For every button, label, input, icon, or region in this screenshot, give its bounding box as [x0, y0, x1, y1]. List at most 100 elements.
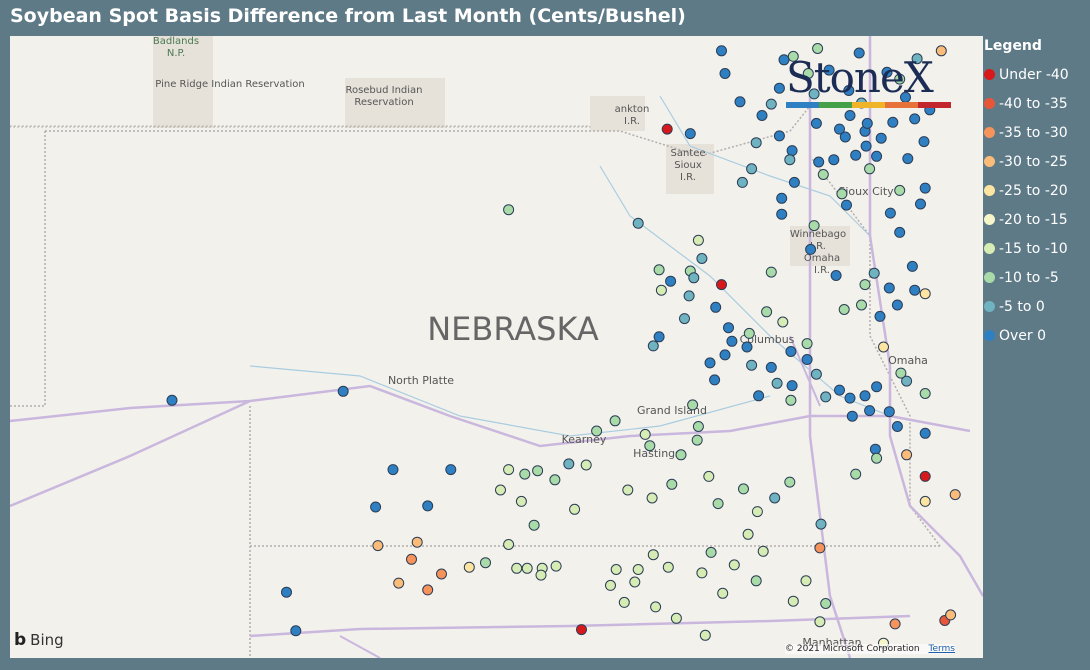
basis-point-marker[interactable] — [742, 528, 754, 540]
basis-point-marker[interactable] — [823, 64, 835, 76]
basis-point-marker[interactable] — [813, 156, 825, 168]
basis-point-marker[interactable] — [580, 459, 592, 471]
basis-point-marker[interactable] — [692, 234, 704, 246]
basis-point-marker[interactable] — [691, 434, 703, 446]
basis-point-marker[interactable] — [406, 553, 417, 565]
basis-point-marker[interactable] — [370, 501, 382, 513]
basis-point-marker[interactable] — [699, 629, 711, 641]
basis-point-marker[interactable] — [836, 188, 848, 200]
basis-point-marker[interactable] — [629, 576, 641, 588]
basis-point-marker[interactable] — [838, 304, 850, 315]
basis-point-marker[interactable] — [675, 449, 687, 461]
basis-point-marker[interactable] — [869, 443, 881, 455]
basis-point-marker[interactable] — [894, 73, 906, 85]
basis-point-marker[interactable] — [709, 374, 721, 386]
basis-point-marker[interactable] — [528, 519, 540, 531]
basis-point-marker[interactable] — [784, 154, 796, 166]
basis-point-marker[interactable] — [901, 375, 913, 387]
basis-point-marker[interactable] — [868, 267, 880, 279]
basis-point-marker[interactable] — [387, 464, 399, 476]
basis-point-marker[interactable] — [723, 322, 734, 334]
basis-point-marker[interactable] — [687, 399, 699, 411]
basis-point-marker[interactable] — [743, 327, 755, 339]
basis-point-marker[interactable] — [911, 53, 923, 65]
basis-point-marker[interactable] — [632, 217, 644, 229]
basis-point-marker[interactable] — [918, 136, 930, 148]
basis-point-marker[interactable] — [605, 579, 616, 591]
basis-point-marker[interactable] — [864, 405, 876, 417]
basis-point-marker[interactable] — [661, 123, 673, 135]
basis-point-marker[interactable] — [919, 427, 931, 439]
legend-item[interactable]: -5 to 0 — [984, 292, 1090, 321]
map[interactable]: Badlands N.P. Pine Ridge Indian Reservati… — [10, 36, 983, 658]
basis-point-marker[interactable] — [719, 68, 731, 79]
basis-point-marker[interactable] — [696, 567, 708, 579]
basis-point-marker[interactable] — [881, 66, 893, 78]
basis-point-marker[interactable] — [871, 452, 883, 464]
basis-point-marker[interactable] — [777, 316, 789, 328]
basis-point-marker[interactable] — [841, 199, 852, 211]
basis-point-marker[interactable] — [705, 546, 717, 558]
basis-point-marker[interactable] — [787, 595, 799, 607]
basis-point-marker[interactable] — [861, 117, 873, 129]
map-canvas[interactable]: Badlands N.P. Pine Ridge Indian Reservati… — [10, 36, 983, 658]
basis-point-marker[interactable] — [281, 586, 292, 598]
basis-point-marker[interactable] — [895, 367, 907, 379]
basis-point-marker[interactable] — [726, 335, 738, 347]
basis-point-marker[interactable] — [850, 468, 862, 480]
basis-point-marker[interactable] — [411, 536, 423, 548]
basis-point-marker[interactable] — [463, 561, 475, 573]
basis-point-marker[interactable] — [919, 470, 931, 482]
basis-point-marker[interactable] — [810, 117, 822, 129]
basis-point-marker[interactable] — [670, 612, 682, 624]
basis-point-marker[interactable] — [864, 163, 876, 175]
basis-point-marker[interactable] — [738, 483, 749, 495]
basis-point-marker[interactable] — [503, 539, 515, 550]
basis-point-marker[interactable] — [814, 616, 826, 628]
basis-point-marker[interactable] — [884, 207, 896, 219]
basis-point-marker[interactable] — [519, 468, 531, 480]
basis-point-marker[interactable] — [646, 492, 658, 504]
basis-point-marker[interactable] — [632, 564, 644, 575]
basis-point-marker[interactable] — [919, 495, 931, 507]
basis-point-marker[interactable] — [808, 88, 820, 100]
basis-point-marker[interactable] — [422, 500, 434, 512]
legend-item[interactable]: -10 to -5 — [984, 263, 1090, 292]
basis-point-marker[interactable] — [716, 279, 727, 291]
basis-point-marker[interactable] — [856, 299, 867, 311]
basis-point-marker[interactable] — [535, 569, 547, 581]
basis-point-marker[interactable] — [785, 346, 797, 357]
legend-item[interactable]: -30 to -25 — [984, 147, 1090, 176]
basis-point-marker[interactable] — [786, 145, 798, 157]
basis-point-marker[interactable] — [815, 518, 827, 530]
basis-point-marker[interactable] — [704, 357, 716, 369]
basis-point-marker[interactable] — [891, 299, 903, 311]
legend-item[interactable]: Over 0 — [984, 321, 1090, 350]
basis-point-marker[interactable] — [639, 428, 651, 440]
legend-item[interactable]: -20 to -15 — [984, 205, 1090, 234]
basis-point-marker[interactable] — [915, 198, 926, 210]
basis-point-marker[interactable] — [787, 50, 799, 62]
basis-point-marker[interactable] — [771, 377, 783, 389]
basis-point-marker[interactable] — [166, 394, 178, 406]
basis-point-marker[interactable] — [647, 340, 659, 352]
basis-point-marker[interactable] — [871, 381, 883, 393]
basis-point-marker[interactable] — [569, 503, 581, 515]
basis-point-marker[interactable] — [761, 306, 773, 318]
basis-point-marker[interactable] — [839, 131, 851, 143]
basis-point-marker[interactable] — [734, 96, 746, 108]
basis-point-marker[interactable] — [801, 354, 813, 365]
basis-point-marker[interactable] — [949, 489, 961, 501]
basis-point-marker[interactable] — [945, 609, 957, 621]
basis-point-marker[interactable] — [337, 385, 349, 397]
basis-point-marker[interactable] — [843, 85, 855, 96]
basis-point-marker[interactable] — [688, 272, 700, 284]
basis-point-marker[interactable] — [784, 476, 796, 488]
basis-point-marker[interactable] — [834, 123, 845, 135]
basis-point-marker[interactable] — [902, 153, 914, 165]
basis-point-marker[interactable] — [712, 498, 724, 510]
basis-point-marker[interactable] — [859, 390, 871, 402]
basis-point-marker[interactable] — [776, 208, 788, 220]
basis-point-marker[interactable] — [805, 243, 817, 255]
basis-point-marker[interactable] — [909, 284, 921, 296]
